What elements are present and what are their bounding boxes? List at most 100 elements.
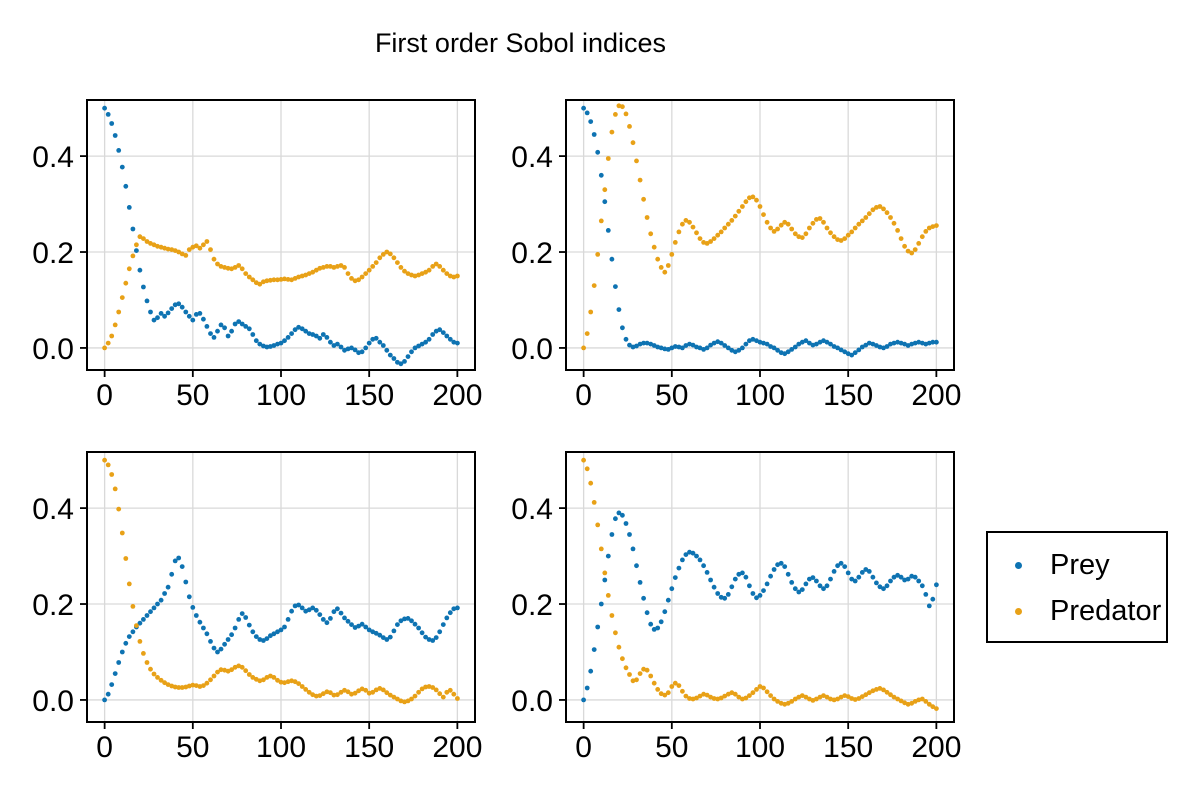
data-point: [771, 345, 777, 351]
data-point: [342, 615, 347, 621]
data-point: [627, 672, 632, 677]
y-tick-label: 0.2: [511, 589, 553, 622]
data-point: [282, 624, 287, 630]
data-point: [218, 667, 224, 673]
data-point: [363, 345, 369, 351]
data-point: [338, 610, 344, 616]
data-point: [863, 567, 869, 572]
data-point: [792, 696, 798, 702]
data-point: [151, 317, 157, 323]
predator-points: [102, 457, 460, 705]
data-point: [162, 680, 168, 686]
data-point: [176, 301, 182, 307]
data-point: [169, 306, 175, 311]
data-point: [169, 571, 175, 577]
data-point: [715, 591, 721, 596]
data-point: [243, 668, 249, 674]
data-point: [923, 592, 929, 597]
data-point: [644, 215, 650, 220]
data-point: [218, 322, 224, 328]
data-point: [313, 333, 319, 339]
data-point: [630, 140, 636, 146]
data-point: [785, 700, 791, 706]
data-point: [641, 196, 646, 202]
data-point: [923, 699, 929, 704]
data-point: [736, 208, 742, 214]
data-point: [211, 645, 217, 651]
data-point: [711, 584, 717, 590]
data-point: [447, 687, 453, 693]
data-point: [239, 664, 245, 670]
data-point: [193, 683, 199, 688]
data-point: [824, 583, 830, 589]
data-point: [201, 625, 206, 631]
data-point: [747, 693, 752, 698]
data-point: [204, 324, 210, 329]
data-point: [708, 239, 713, 244]
data-point: [842, 564, 848, 569]
data-point: [888, 578, 893, 584]
data-point: [595, 252, 601, 257]
legend: Prey Predator: [986, 531, 1168, 643]
data-point: [215, 261, 220, 267]
data-point: [246, 622, 252, 628]
data-point: [345, 618, 351, 624]
data-point: [141, 284, 146, 290]
data-point: [222, 641, 228, 647]
data-point: [229, 328, 235, 334]
data-point: [623, 336, 629, 342]
data-point: [387, 634, 393, 640]
data-point: [690, 342, 696, 348]
data-point: [193, 613, 199, 618]
data-point: [345, 271, 351, 276]
data-point: [303, 328, 309, 334]
data-point: [208, 677, 213, 683]
data-point: [109, 472, 115, 477]
data-point: [923, 229, 929, 234]
data-point: [884, 344, 890, 349]
data-point: [683, 552, 689, 557]
data-point: [437, 327, 443, 333]
data-point: [863, 692, 869, 698]
data-point: [437, 264, 443, 269]
data-point: [891, 340, 897, 346]
data-point: [757, 593, 763, 598]
data-point: [648, 231, 654, 237]
data-point: [377, 632, 383, 638]
data-point: [144, 239, 150, 244]
prey-points: [102, 105, 460, 367]
data-point: [905, 701, 911, 707]
data-point: [451, 274, 457, 280]
data-point: [426, 336, 432, 342]
data-point: [335, 606, 340, 612]
data-point: [387, 692, 393, 698]
data-point: [648, 673, 654, 679]
legend-label-predator: Predator: [1050, 595, 1162, 627]
data-point: [338, 689, 344, 695]
data-point: [134, 248, 139, 254]
y-tick-label: 0.4: [511, 493, 553, 526]
data-point: [412, 621, 418, 627]
y-tick-label: 0.0: [511, 333, 553, 366]
data-point: [916, 578, 922, 584]
data-point: [856, 347, 862, 353]
data-point: [271, 631, 277, 637]
data-point: [179, 251, 185, 257]
data-point: [123, 640, 129, 646]
data-point: [430, 332, 436, 337]
data-point: [201, 242, 206, 248]
data-point: [835, 563, 840, 569]
data-point: [898, 574, 904, 580]
data-point: [387, 251, 393, 257]
data-point: [789, 580, 795, 585]
data-point: [750, 591, 756, 596]
data-point: [363, 624, 369, 630]
x-tick-label: 50: [655, 379, 688, 412]
data-point: [105, 462, 111, 468]
data-point: [771, 229, 777, 234]
data-point: [377, 255, 383, 261]
data-point: [905, 576, 911, 582]
data-point: [778, 222, 784, 228]
data-point: [109, 333, 115, 339]
data-point: [405, 698, 411, 704]
